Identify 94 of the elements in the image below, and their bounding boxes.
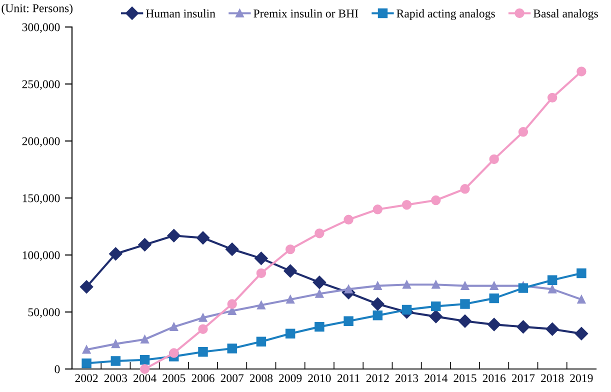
point [344, 214, 354, 225]
point [198, 347, 208, 357]
point [546, 322, 559, 336]
point [460, 299, 470, 309]
point [82, 358, 92, 368]
x-tick-label: 2011 [337, 374, 360, 382]
point [371, 297, 384, 311]
point [109, 247, 122, 260]
point [140, 364, 150, 374]
text: (Unit: Persons) [2, 4, 73, 15]
point [431, 301, 441, 312]
point [170, 322, 178, 331]
point [169, 348, 179, 358]
point [402, 304, 412, 315]
point [198, 314, 208, 322]
point [460, 184, 470, 194]
point [458, 314, 472, 328]
point [431, 195, 441, 206]
x-tick-label: 2017 [512, 374, 535, 382]
point [315, 290, 324, 298]
point [574, 327, 588, 340]
x-tick-label: 2016 [482, 374, 506, 382]
point [516, 320, 530, 334]
point [432, 280, 440, 289]
point [112, 340, 120, 348]
point [138, 238, 152, 252]
legend-label: Basal analogs [533, 9, 598, 20]
point [547, 92, 558, 103]
x-tick-label: 2003 [104, 374, 128, 382]
point [488, 318, 501, 332]
point [374, 282, 382, 290]
y-tick-label: 50,000 [28, 308, 60, 318]
point [285, 328, 296, 339]
point [284, 264, 297, 278]
point [402, 200, 412, 210]
y-tick-label: 300,000 [22, 23, 60, 33]
point [547, 275, 558, 285]
legend-label: Rapid acting analogs [396, 9, 495, 20]
x-tick-label: 2002 [75, 374, 98, 382]
point [577, 295, 586, 304]
point [314, 322, 324, 332]
point [489, 293, 499, 304]
point [140, 355, 150, 365]
point [285, 244, 296, 254]
point [518, 127, 528, 137]
point [196, 231, 210, 244]
y-tick-label: 200,000 [22, 137, 60, 147]
point [256, 268, 266, 278]
x-tick-label: 2014 [424, 374, 448, 382]
point [518, 283, 528, 293]
point [489, 154, 499, 164]
point [576, 268, 586, 278]
point [576, 66, 586, 76]
x-tick-label: 2007 [220, 374, 244, 382]
point [226, 242, 239, 256]
x-tick-label: 2008 [250, 374, 273, 382]
point [548, 285, 556, 294]
legend-label: Premix insulin or BHI [254, 9, 358, 18]
point [257, 300, 266, 310]
point [227, 299, 237, 309]
x-tick-label: 2004 [133, 374, 156, 382]
point [140, 335, 149, 344]
legend-label: Human insulin [146, 9, 216, 18]
y-tick-label: 150,000 [22, 194, 60, 204]
x-tick-label: 2009 [279, 374, 302, 382]
x-tick-label: 2005 [162, 374, 186, 382]
point [198, 324, 208, 334]
point [167, 229, 180, 242]
point [110, 356, 121, 366]
y-tick-label: 100,000 [22, 251, 60, 261]
point [82, 345, 91, 354]
point [490, 282, 498, 290]
point [286, 295, 294, 304]
x-tick-label: 2018 [541, 374, 564, 382]
point [312, 276, 326, 289]
y-tick-label: 0 [54, 365, 60, 374]
x-tick-label: 2015 [454, 374, 476, 382]
point [372, 310, 383, 320]
x-tick-label: 2006 [192, 374, 214, 382]
point [344, 316, 354, 326]
point [254, 252, 268, 266]
point [429, 310, 442, 324]
point [402, 280, 411, 289]
point [80, 280, 94, 294]
x-tick-label: 2013 [395, 374, 418, 382]
x-tick-label: 2019 [570, 374, 593, 382]
point [460, 282, 470, 290]
y-tick-label: 250,000 [22, 80, 60, 90]
x-tick-label: 2010 [308, 374, 331, 382]
point [314, 228, 324, 238]
point [372, 204, 383, 214]
point [227, 344, 237, 354]
x-tick-label: 2012 [366, 374, 389, 382]
point [256, 336, 266, 346]
